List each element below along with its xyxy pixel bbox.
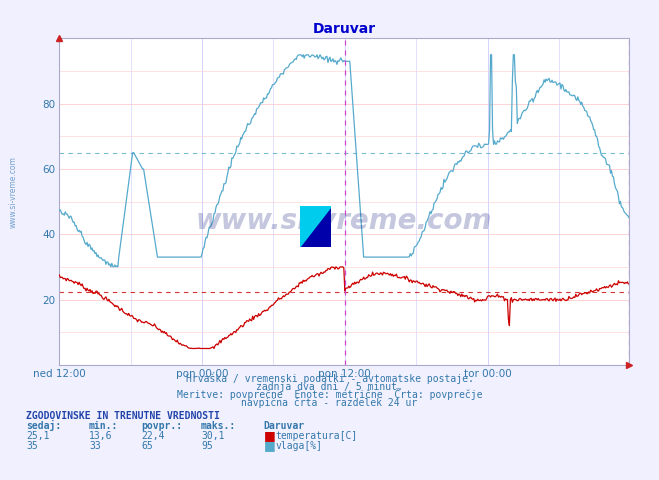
Text: Meritve: povprečne  Enote: metrične  Črta: povprečje: Meritve: povprečne Enote: metrične Črta:…: [177, 388, 482, 400]
Text: maks.:: maks.:: [201, 420, 236, 431]
Text: Daruvar: Daruvar: [264, 420, 304, 431]
Text: Hrvaška / vremenski podatki - avtomatske postaje.: Hrvaška / vremenski podatki - avtomatske…: [186, 373, 473, 384]
Text: 65: 65: [142, 441, 154, 451]
Text: www.si-vreme.com: www.si-vreme.com: [196, 207, 492, 235]
Text: 30,1: 30,1: [201, 431, 225, 441]
Text: temperatura[C]: temperatura[C]: [275, 431, 358, 441]
Text: 25,1: 25,1: [26, 431, 50, 441]
Text: 35: 35: [26, 441, 38, 451]
Text: www.si-vreme.com: www.si-vreme.com: [9, 156, 18, 228]
Polygon shape: [300, 206, 331, 247]
Text: ZGODOVINSKE IN TRENUTNE VREDNOSTI: ZGODOVINSKE IN TRENUTNE VREDNOSTI: [26, 410, 220, 420]
Text: vlaga[%]: vlaga[%]: [275, 441, 322, 451]
Text: 33: 33: [89, 441, 101, 451]
Text: ■: ■: [264, 429, 275, 442]
Text: 22,4: 22,4: [142, 431, 165, 441]
Polygon shape: [300, 206, 331, 247]
Text: 95: 95: [201, 441, 213, 451]
Text: min.:: min.:: [89, 420, 119, 431]
Text: 13,6: 13,6: [89, 431, 113, 441]
Text: zadnja dva dni / 5 minut.: zadnja dva dni / 5 minut.: [256, 382, 403, 392]
Text: navpična črta - razdelek 24 ur: navpična črta - razdelek 24 ur: [241, 397, 418, 408]
Title: Daruvar: Daruvar: [313, 22, 376, 36]
Text: sedaj:: sedaj:: [26, 420, 61, 431]
Text: povpr.:: povpr.:: [142, 420, 183, 431]
Text: ■: ■: [264, 439, 275, 452]
